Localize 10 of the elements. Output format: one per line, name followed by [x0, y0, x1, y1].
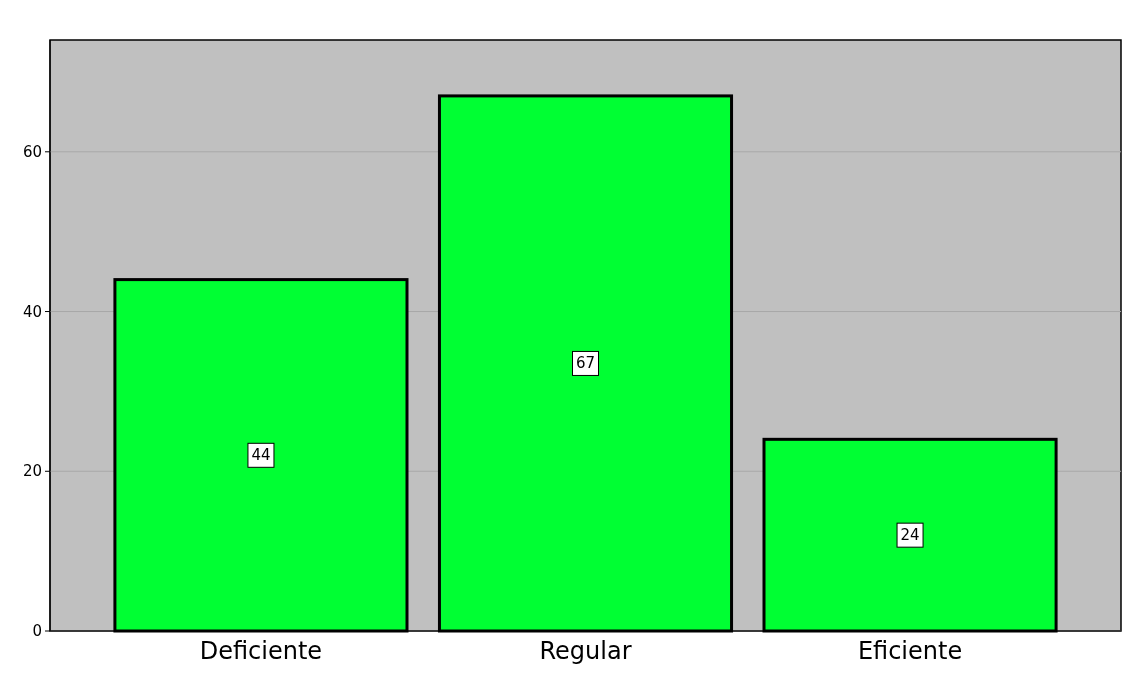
- y-tick-label: 20: [22, 462, 42, 481]
- y-tick-label: 0: [32, 622, 42, 640]
- data-label: 44: [251, 446, 271, 465]
- x-tick-label: Deficiente: [199, 637, 323, 665]
- y-tick-label: 60: [22, 142, 42, 161]
- x-tick-label: Eficiente: [857, 637, 963, 665]
- data-label: 67: [575, 354, 596, 373]
- data-label: 24: [900, 526, 920, 545]
- y-tick-label: 40: [22, 302, 42, 321]
- x-tick-label: Regular: [539, 637, 632, 665]
